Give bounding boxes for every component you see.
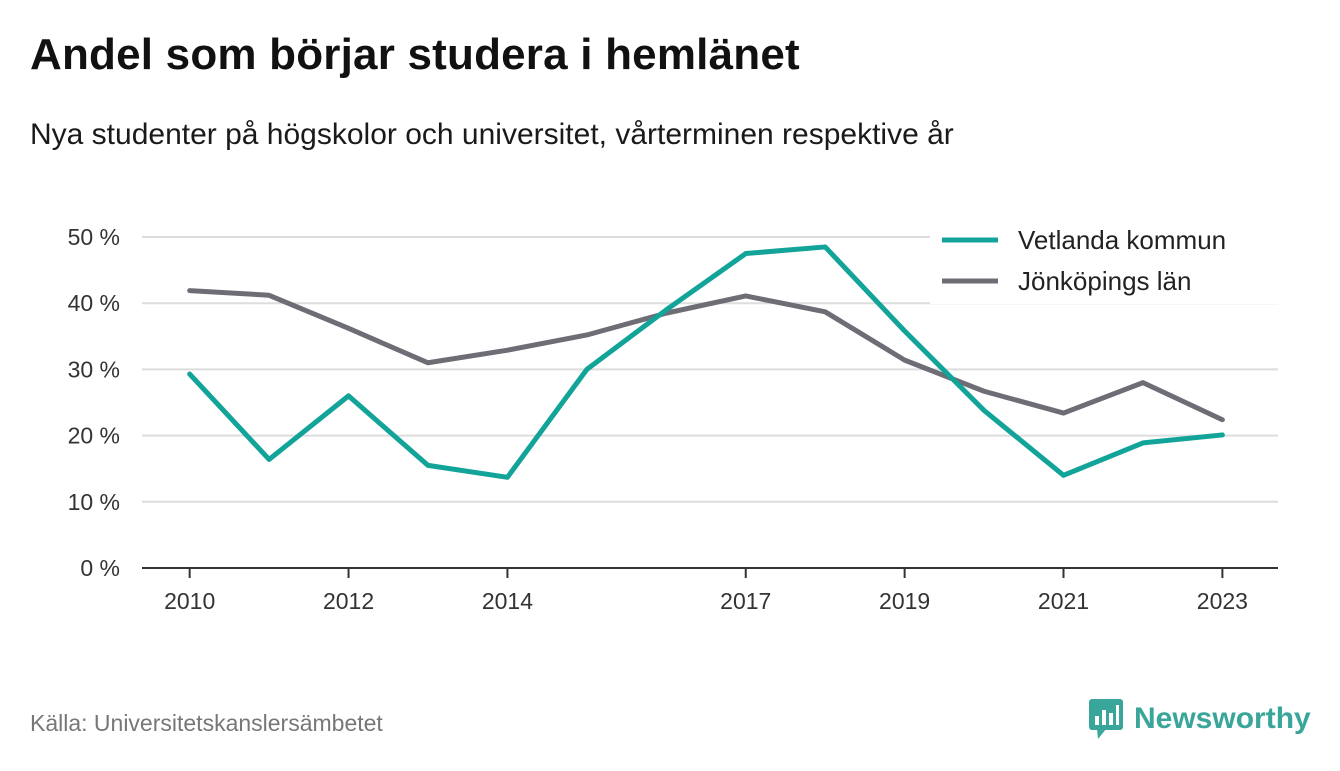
series-lines (187, 244, 1225, 480)
x-tick-label: 2023 (1197, 588, 1248, 614)
series-line-jonkoping (187, 288, 1225, 423)
legend-label: Jönköpings län (1018, 266, 1191, 296)
y-tick-label: 50 % (68, 224, 120, 250)
y-tick-label: 20 % (68, 423, 120, 449)
legend: Vetlanda kommun Jönköpings län (930, 218, 1280, 304)
x-tick-label: 2014 (482, 588, 533, 614)
y-tick-label: 0 % (80, 555, 120, 581)
line-chart: 0 % 10 % 20 % 30 % 40 % 50 % 2010 2012 2014 2017 2… (67, 218, 1280, 614)
x-tick-label: 2021 (1038, 588, 1089, 614)
chart-subtitle: Nya studenter på högskolor och universit… (30, 118, 954, 151)
y-tick-label: 30 % (68, 356, 120, 382)
x-tick-label: 2012 (323, 588, 374, 614)
y-tick-label: 10 % (68, 489, 120, 515)
chart-title: Andel som börjar studera i hemlänet (30, 30, 800, 79)
y-tick-label: 40 % (68, 290, 120, 316)
bar-chart-speech-bubble-icon (1089, 699, 1123, 739)
legend-background (930, 218, 1280, 304)
x-tick-label: 2019 (879, 588, 930, 614)
series-line-vetlanda (187, 244, 1225, 480)
axes: 0 % 10 % 20 % 30 % 40 % 50 % 2010 2012 2014 2017 2… (68, 224, 1278, 614)
legend-label: Vetlanda kommun (1018, 225, 1226, 255)
brand-logo: Newsworthy (1088, 698, 1311, 740)
brand-name: Newsworthy (1134, 702, 1311, 735)
x-tick-label: 2017 (720, 588, 771, 614)
x-tick-label: 2010 (164, 588, 215, 614)
source-note: Källa: Universitetskanslersämbetet (30, 710, 383, 736)
